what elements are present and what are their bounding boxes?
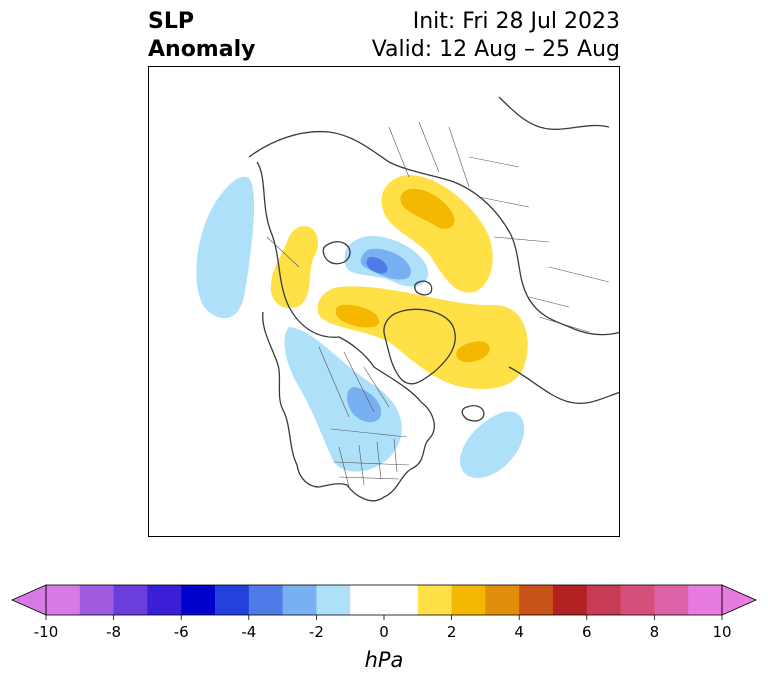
anomaly-negative-north-america-core — [346, 387, 382, 423]
colorbar-cell — [316, 585, 351, 615]
colorbar-cell — [215, 585, 250, 615]
colorbar-cell — [654, 585, 689, 615]
init-date: Init: Fri 28 Jul 2023 — [412, 9, 620, 34]
colorbar-cell — [181, 585, 216, 615]
colorbar-tick-label: 0 — [379, 623, 389, 640]
map-dates: Init: Fri 28 Jul 2023 Valid: 12 Aug – 25… — [372, 8, 620, 64]
colorbar: -10 -8 -6 -4 -2 0 2 4 6 8 10 — [11, 584, 757, 640]
anomaly-negative-pacific — [196, 176, 255, 319]
colorbar-tick-label: -8 — [106, 623, 121, 640]
coast-svalbard — [414, 280, 433, 296]
colorbar-cell — [417, 585, 453, 615]
title-line-1: SLP — [148, 9, 194, 34]
title-line-2: Anomaly — [148, 37, 256, 62]
political-borders — [266, 121, 610, 488]
coast-greenland — [383, 308, 456, 385]
anomaly-negative-arctic-core — [366, 257, 388, 274]
colorbar-cell — [519, 585, 554, 615]
colorbar-tick-label: 8 — [650, 623, 660, 640]
border-states-a — [338, 438, 398, 488]
colorbar-cell — [282, 585, 317, 615]
map-canvas — [196, 96, 619, 502]
colorbar-tick-label: 6 — [582, 623, 592, 640]
colorbar-cell — [113, 585, 148, 615]
colorbar-cell — [451, 585, 486, 615]
colorbar-cell — [485, 585, 520, 615]
colorbar-unit-label: hPa — [364, 648, 404, 672]
colorbar-tick-label: 4 — [514, 623, 524, 640]
coast-north-america — [256, 161, 435, 502]
colorbar-tick-label: -10 — [34, 623, 59, 640]
coast-europe — [508, 366, 619, 404]
colorbar-cell — [384, 585, 419, 615]
colorbar-cell — [350, 585, 385, 615]
colorbar-tick-label: 2 — [447, 623, 457, 640]
border-alaska — [266, 236, 300, 268]
border-europe — [528, 266, 610, 333]
colorbar-cell — [688, 585, 723, 615]
colorbar-ticks: -10 -8 -6 -4 -2 0 2 4 6 8 10 — [34, 615, 732, 640]
valid-range: Valid: 12 Aug – 25 Aug — [371, 37, 620, 62]
colorbar-cells — [46, 585, 723, 615]
colorbar-tick-label: -2 — [309, 623, 324, 640]
border-russia-b — [468, 156, 550, 243]
anomaly-negative-north-america — [284, 327, 402, 472]
anomaly-positive-siberia-core — [400, 188, 455, 229]
colorbar-extend-max — [721, 584, 757, 616]
colorbar-tick-label: -6 — [174, 623, 189, 640]
border-states-b — [333, 461, 410, 480]
anomaly-positive-greenland-core-b — [456, 341, 490, 363]
border-us-canada — [330, 428, 408, 438]
colorbar-cell — [46, 585, 81, 615]
map-title: SLP Anomaly — [148, 8, 255, 64]
coast-asia-east — [498, 96, 610, 130]
anomaly-positive-greenland-core-a — [335, 304, 380, 328]
border-russia-a — [388, 121, 470, 188]
colorbar-cell — [586, 585, 622, 615]
colorbar-tick-label: 10 — [712, 623, 731, 640]
colorbar-extend-min — [11, 584, 47, 616]
border-provinces — [318, 346, 390, 418]
colorbar-cell — [79, 585, 115, 615]
anomaly-negative-atlantic — [460, 411, 525, 478]
anomaly-positive-west — [270, 226, 319, 309]
map-panel — [148, 66, 620, 537]
colorbar-cell — [620, 585, 655, 615]
coast-arctic-islands — [322, 241, 351, 265]
colorbar-cell — [147, 585, 182, 615]
coast-iceland — [461, 405, 485, 422]
colorbar-tick-label: -4 — [241, 623, 256, 640]
colorbar-cell — [248, 585, 284, 615]
colorbar-cell — [553, 585, 588, 615]
